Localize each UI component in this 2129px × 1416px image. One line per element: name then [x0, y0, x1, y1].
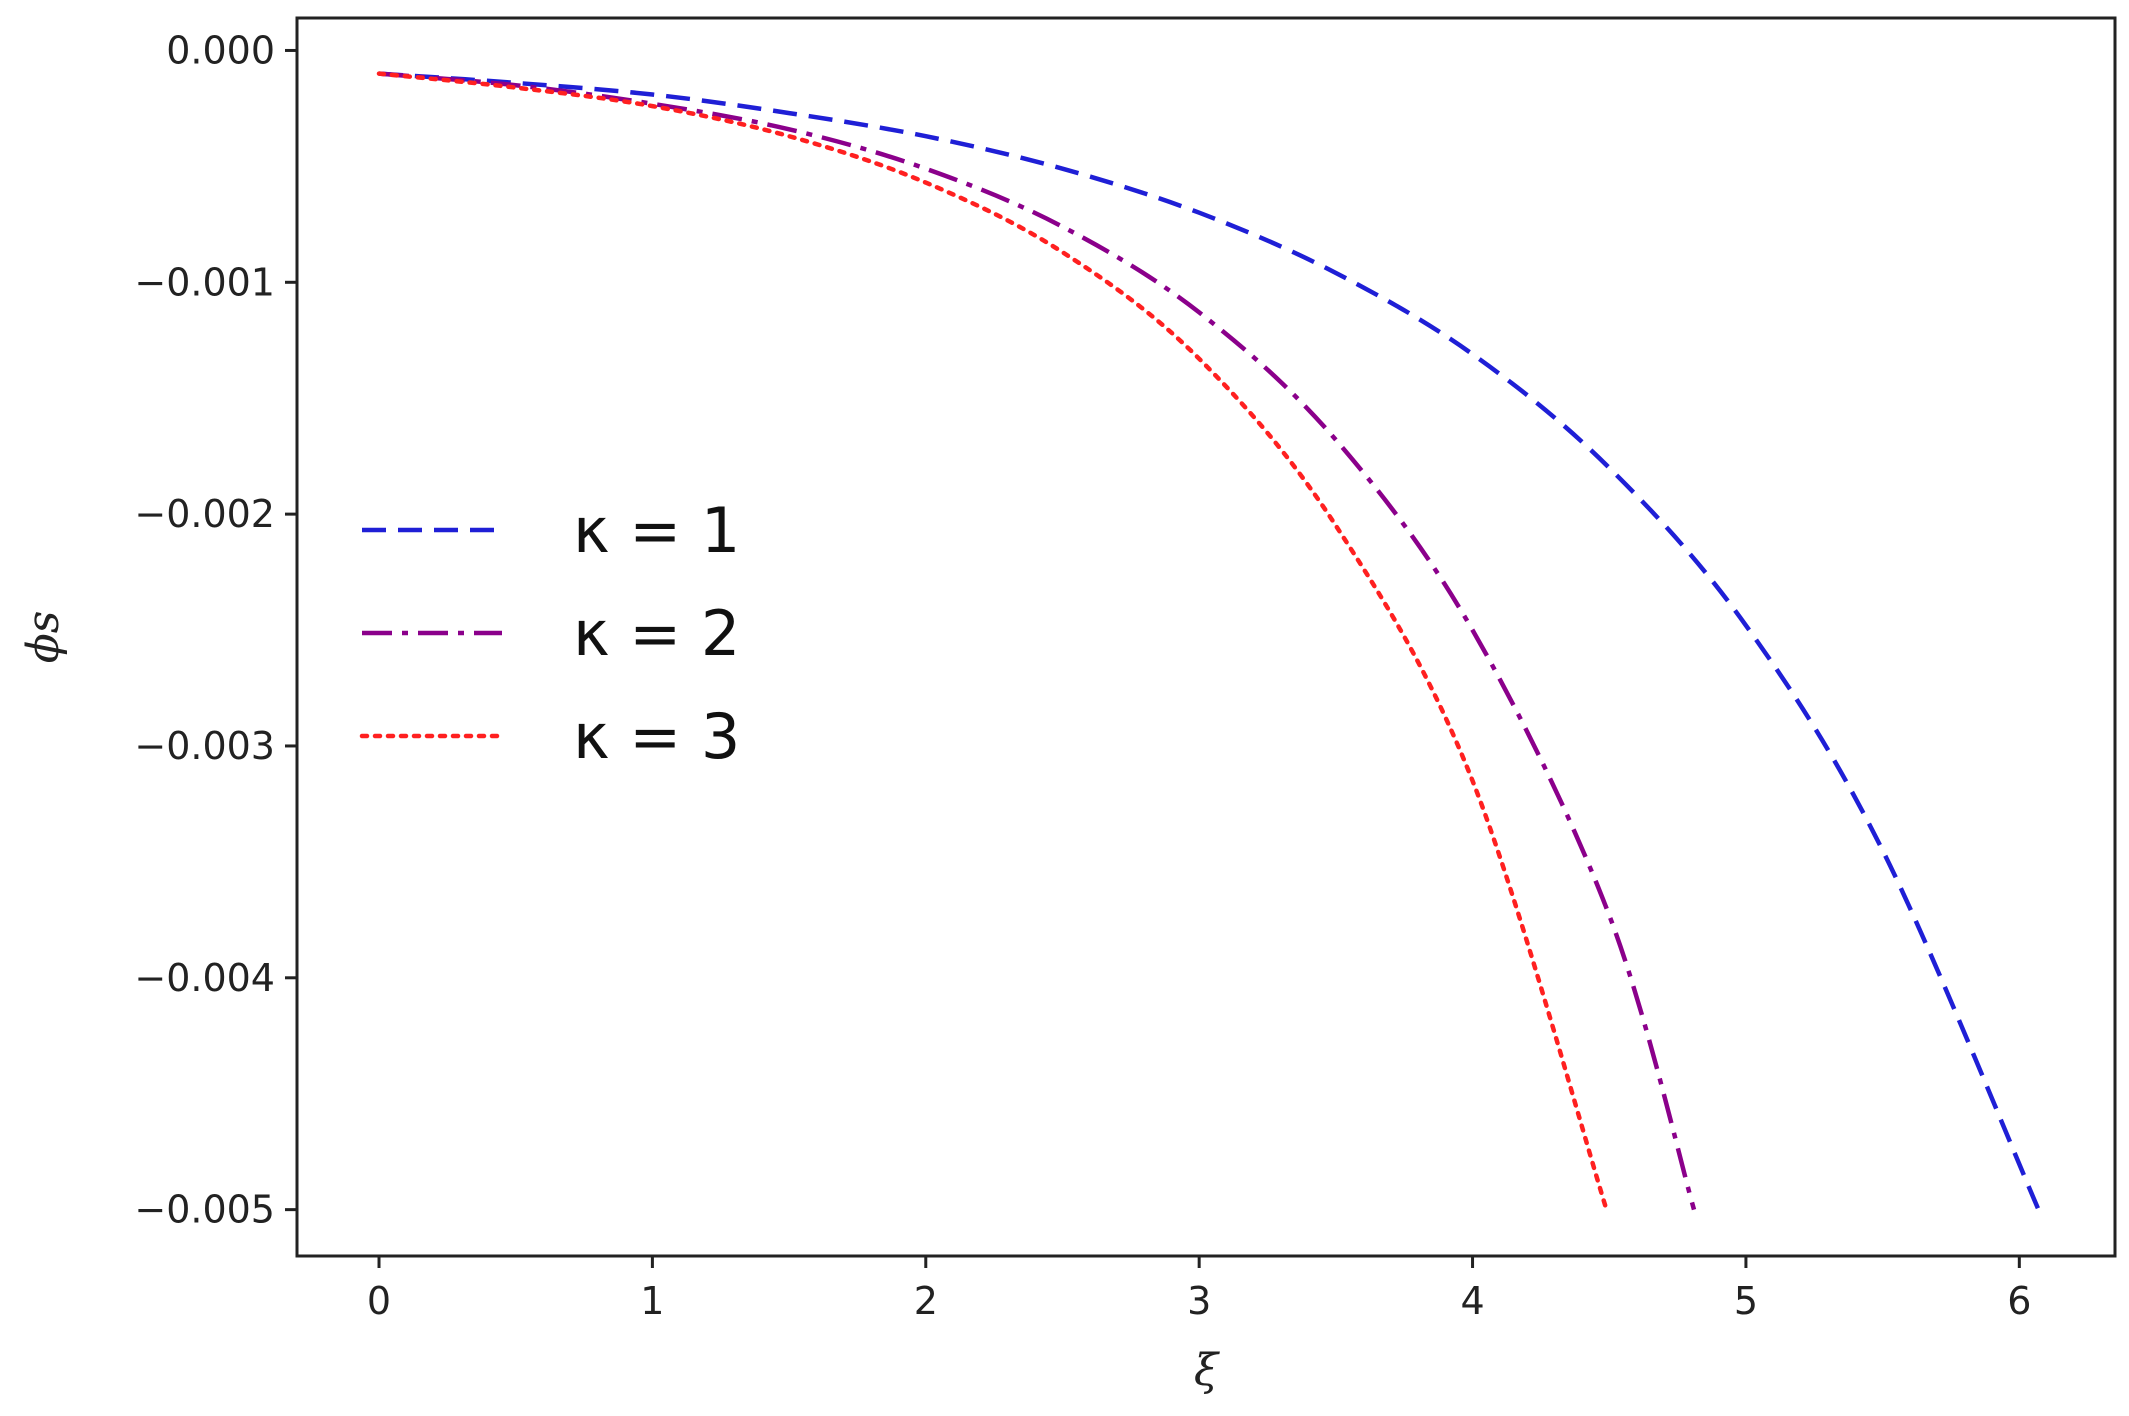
legend-label-3: κ = 3 — [573, 700, 740, 773]
x-axis-label: ξ — [1194, 1345, 1221, 1396]
x-tick-label: 0 — [367, 1279, 391, 1323]
x-tick-label: 6 — [2007, 1279, 2031, 1323]
x-tick-label: 1 — [640, 1279, 664, 1323]
y-axis-label: ϕs — [18, 611, 69, 664]
y-tick-label: 0.000 — [166, 28, 275, 72]
series-line-2 — [378, 71, 1697, 1211]
x-tick-label: 2 — [914, 1279, 938, 1323]
plot-frame — [295, 16, 2117, 1258]
series-line-3 — [376, 71, 1609, 1212]
x-tick-label: 4 — [1460, 1279, 1484, 1323]
x-tick-label: 5 — [1734, 1279, 1758, 1323]
legend-label-1: κ = 1 — [573, 494, 740, 567]
x-tick-label: 3 — [1187, 1279, 1211, 1323]
legend: κ = 1 κ = 2 κ = 3 — [359, 494, 740, 773]
y-axis-ticks: 0.000 −0.001 −0.002 −0.003 −0.004 −0.005 — [134, 28, 297, 1232]
y-tick-label: −0.001 — [134, 260, 275, 304]
y-tick-label: −0.003 — [134, 724, 275, 768]
y-tick-label: −0.002 — [134, 492, 275, 536]
y-tick-label: −0.005 — [134, 1188, 275, 1232]
legend-label-2: κ = 2 — [573, 597, 740, 670]
series-line-1 — [378, 71, 2041, 1211]
series-layer — [376, 71, 2041, 1212]
x-axis-ticks: 0 1 2 3 4 5 6 — [367, 1256, 2031, 1323]
y-tick-label: −0.004 — [134, 956, 275, 1000]
